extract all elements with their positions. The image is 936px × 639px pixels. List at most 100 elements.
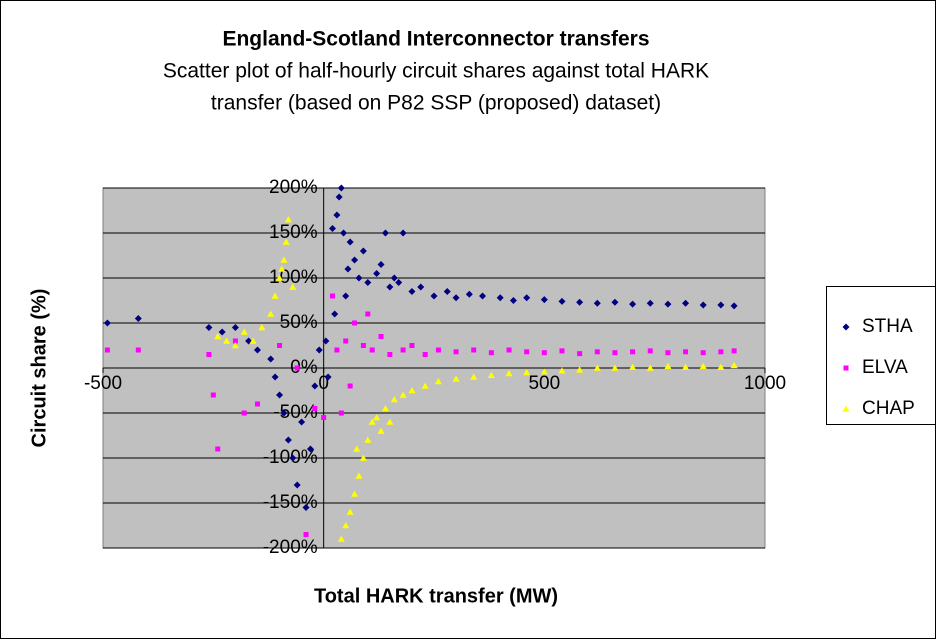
- point: [104, 347, 110, 353]
- point: [541, 350, 547, 356]
- point: [576, 298, 584, 306]
- point: [231, 324, 239, 331]
- point: [232, 338, 238, 344]
- point: [205, 324, 213, 331]
- point: [206, 352, 212, 357]
- point: [351, 490, 359, 497]
- point: [683, 349, 689, 355]
- point: [210, 392, 216, 398]
- point: [540, 296, 548, 304]
- point: [399, 229, 407, 237]
- point: [417, 283, 425, 291]
- x-tick-label: 0: [318, 373, 329, 394]
- point: [311, 382, 319, 390]
- point: [134, 315, 142, 322]
- point: [611, 364, 619, 371]
- point: [271, 292, 279, 299]
- point: [302, 504, 310, 511]
- point: [241, 410, 247, 416]
- point: [267, 310, 275, 317]
- point: [352, 320, 358, 326]
- y-tick-label: 150%: [269, 222, 318, 243]
- point: [443, 288, 451, 295]
- point: [298, 418, 306, 426]
- point: [682, 299, 690, 307]
- point: [430, 292, 438, 300]
- point: [277, 343, 283, 348]
- point: [364, 279, 372, 286]
- point: [343, 338, 349, 344]
- point: [306, 445, 314, 453]
- point: [321, 415, 327, 420]
- point: [465, 290, 473, 298]
- point: [351, 256, 359, 264]
- point: [386, 418, 394, 425]
- point: [294, 365, 300, 371]
- point: [249, 337, 257, 344]
- point: [523, 294, 531, 302]
- point: [373, 414, 381, 421]
- point: [479, 292, 487, 300]
- point: [699, 301, 707, 309]
- y-tick-label: -200%: [263, 537, 318, 558]
- point: [421, 382, 429, 389]
- point: [359, 454, 367, 461]
- point: [487, 371, 495, 378]
- point: [337, 535, 345, 542]
- point: [730, 302, 738, 310]
- point: [355, 274, 363, 282]
- point: [377, 261, 385, 268]
- point: [665, 350, 671, 356]
- point: [342, 292, 350, 300]
- point: [135, 347, 141, 353]
- point: [699, 362, 707, 369]
- point: [360, 343, 366, 348]
- point: [453, 349, 459, 355]
- point: [381, 405, 389, 412]
- point: [223, 337, 231, 344]
- point: [218, 328, 226, 336]
- y-tick-label: 50%: [280, 312, 318, 333]
- point: [577, 351, 583, 357]
- point: [524, 349, 530, 355]
- y-tick-label: 100%: [269, 267, 318, 288]
- point: [559, 348, 565, 354]
- point: [289, 283, 297, 290]
- point: [630, 349, 636, 355]
- legend-marker: [842, 405, 850, 412]
- point: [347, 383, 353, 389]
- point: [717, 363, 725, 370]
- point: [335, 193, 343, 201]
- point: [344, 265, 352, 273]
- point: [276, 274, 284, 281]
- point: [280, 256, 288, 263]
- point: [646, 299, 654, 307]
- point: [282, 238, 290, 245]
- point: [378, 334, 384, 339]
- chart-subtitle: Scatter plot of half-hourly circuit shar…: [163, 60, 709, 83]
- point: [103, 319, 111, 327]
- point: [717, 301, 725, 309]
- point: [280, 409, 288, 417]
- y-tick-label: -150%: [263, 492, 318, 513]
- point: [390, 396, 398, 403]
- point: [254, 401, 260, 407]
- point: [700, 350, 706, 356]
- point: [312, 406, 318, 411]
- point: [593, 364, 601, 371]
- point: [731, 348, 737, 354]
- point: [646, 364, 654, 371]
- point: [364, 436, 372, 443]
- point: [386, 283, 394, 291]
- point: [664, 362, 672, 369]
- point: [324, 373, 332, 381]
- point: [593, 299, 601, 307]
- point: [278, 265, 286, 272]
- point: [258, 324, 266, 331]
- point: [303, 532, 309, 537]
- point: [718, 349, 724, 355]
- point: [387, 352, 393, 357]
- point: [214, 333, 222, 340]
- point: [253, 346, 261, 354]
- point: [333, 211, 341, 219]
